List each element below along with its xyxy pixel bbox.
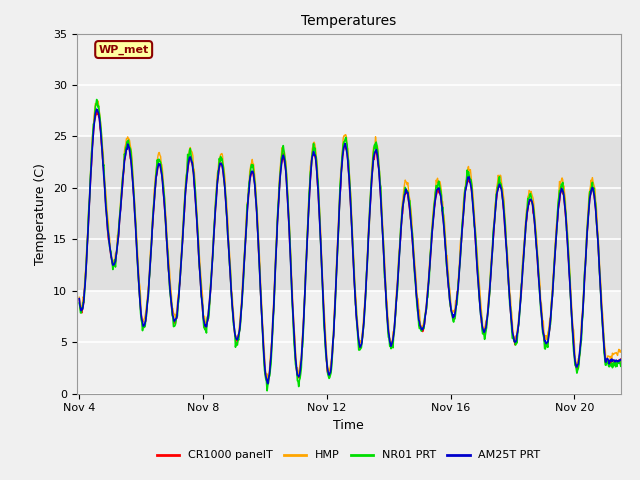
NR01 PRT: [308, 151, 316, 156]
NR01 PRT: [617, 363, 625, 369]
HMP: [94, 98, 102, 104]
HMP: [381, 271, 389, 276]
CR1000 panelT: [442, 243, 449, 249]
AM25T PRT: [308, 154, 316, 159]
AM25T PRT: [617, 357, 625, 363]
AM25T PRT: [214, 179, 221, 184]
NR01 PRT: [76, 300, 83, 306]
Y-axis label: Temperature (C): Temperature (C): [35, 163, 47, 264]
CR1000 panelT: [76, 296, 83, 302]
HMP: [617, 348, 625, 353]
X-axis label: Time: Time: [333, 419, 364, 432]
HMP: [214, 170, 221, 176]
CR1000 panelT: [308, 154, 316, 160]
Bar: [77, 136, 621, 291]
HMP: [76, 294, 83, 300]
HMP: [264, 376, 271, 382]
Title: Temperatures: Temperatures: [301, 14, 396, 28]
CR1000 panelT: [93, 107, 101, 112]
AM25T PRT: [347, 208, 355, 214]
Legend: CR1000 panelT, HMP, NR01 PRT, AM25T PRT: CR1000 panelT, HMP, NR01 PRT, AM25T PRT: [152, 446, 545, 465]
NR01 PRT: [263, 388, 271, 394]
HMP: [347, 196, 355, 202]
CR1000 panelT: [347, 213, 355, 218]
HMP: [442, 231, 449, 237]
CR1000 panelT: [617, 356, 625, 362]
Text: WP_met: WP_met: [99, 44, 149, 55]
AM25T PRT: [381, 280, 389, 286]
CR1000 panelT: [379, 231, 387, 237]
Line: AM25T PRT: AM25T PRT: [79, 109, 621, 384]
CR1000 panelT: [214, 180, 221, 186]
AM25T PRT: [93, 106, 100, 112]
Line: NR01 PRT: NR01 PRT: [79, 99, 621, 391]
HMP: [308, 146, 316, 152]
AM25T PRT: [76, 296, 83, 301]
AM25T PRT: [379, 232, 387, 238]
NR01 PRT: [93, 96, 100, 102]
Line: CR1000 panelT: CR1000 panelT: [79, 109, 621, 383]
Line: HMP: HMP: [79, 101, 621, 379]
NR01 PRT: [347, 207, 355, 213]
NR01 PRT: [379, 229, 387, 235]
AM25T PRT: [264, 381, 271, 386]
NR01 PRT: [214, 179, 221, 185]
CR1000 panelT: [263, 380, 271, 385]
AM25T PRT: [442, 242, 449, 248]
CR1000 panelT: [381, 283, 389, 289]
NR01 PRT: [442, 241, 449, 247]
NR01 PRT: [381, 277, 389, 283]
HMP: [379, 221, 387, 227]
